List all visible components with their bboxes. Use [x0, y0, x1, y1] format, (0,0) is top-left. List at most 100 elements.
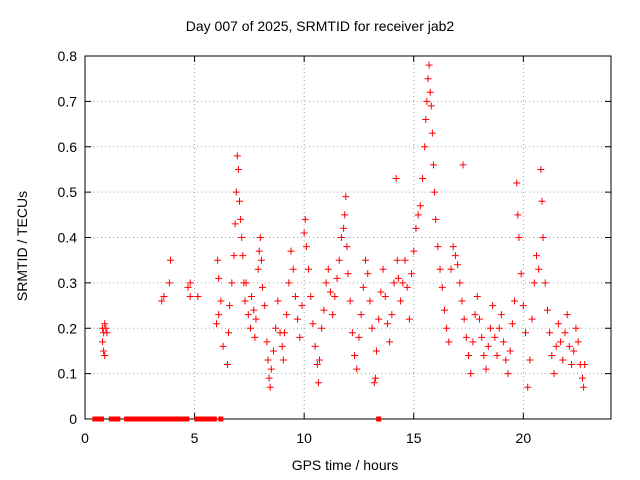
data-point: [301, 215, 309, 223]
data-point: [331, 292, 339, 300]
data-point: [393, 256, 401, 264]
data-point: [428, 129, 436, 137]
y-tick-label: 0.6: [58, 139, 78, 155]
data-point: [263, 338, 271, 346]
data-point: [447, 265, 455, 273]
data-point: [186, 292, 194, 300]
data-point: [280, 329, 288, 337]
data-point: [289, 265, 297, 273]
data-point: [579, 374, 587, 382]
data-point: [355, 333, 363, 341]
data-point: [526, 356, 534, 364]
data-point: [244, 311, 252, 319]
zero-marker: [167, 416, 173, 422]
data-point: [307, 292, 315, 300]
data-point: [348, 329, 356, 337]
data-point: [236, 197, 244, 205]
data-point: [502, 356, 510, 364]
data-point: [456, 279, 464, 287]
data-point: [581, 361, 589, 369]
data-point: [320, 306, 328, 314]
data-point: [305, 265, 313, 273]
data-point: [217, 297, 225, 305]
data-point: [379, 265, 387, 273]
data-point: [451, 252, 459, 260]
data-point: [394, 274, 402, 282]
zero-marker: [95, 416, 101, 422]
data-point: [213, 320, 220, 328]
data-point: [242, 279, 250, 287]
data-point: [232, 188, 240, 196]
data-point: [425, 61, 433, 69]
data-point: [215, 274, 223, 282]
data-point: [272, 324, 280, 332]
data-point: [322, 279, 330, 287]
data-point: [482, 365, 490, 373]
data-point: [557, 338, 565, 346]
zero-marker: [134, 416, 140, 422]
data-point: [399, 279, 407, 287]
data-point: [259, 283, 267, 291]
data-point: [514, 211, 522, 219]
data-point: [100, 347, 108, 355]
zero-marker: [218, 416, 224, 422]
data-point: [519, 302, 527, 310]
data-point: [346, 297, 354, 305]
data-points: [92, 61, 589, 422]
data-point: [392, 175, 400, 183]
data-point: [375, 315, 383, 323]
zero-marker: [158, 416, 164, 422]
zero-marker: [141, 416, 147, 422]
data-point: [225, 329, 233, 337]
data-point: [285, 279, 293, 287]
zero-marker: [211, 416, 217, 422]
data-point: [279, 356, 287, 364]
x-tick-label: 20: [516, 430, 532, 446]
data-point: [372, 347, 380, 355]
data-point: [476, 315, 483, 323]
data-point: [491, 333, 499, 341]
data-point: [434, 243, 442, 251]
data-point: [459, 161, 467, 169]
data-point: [565, 342, 573, 350]
data-point: [158, 297, 166, 305]
zero-marker: [197, 416, 203, 422]
data-point: [300, 229, 308, 237]
data-point: [261, 302, 269, 310]
data-point: [357, 311, 365, 319]
data-point: [546, 329, 554, 337]
data-point: [341, 211, 349, 219]
data-point: [414, 211, 422, 219]
data-point: [383, 320, 391, 328]
data-point: [342, 193, 350, 201]
x-tick-label: 5: [191, 430, 199, 446]
data-point: [535, 265, 543, 273]
data-point: [552, 342, 560, 350]
y-tick-label: 0.3: [58, 275, 78, 291]
data-point: [486, 324, 494, 332]
data-point: [517, 270, 525, 278]
data-point: [103, 329, 111, 337]
zero-marker: [154, 416, 160, 422]
data-point: [500, 338, 508, 346]
data-point: [257, 256, 265, 264]
data-point: [432, 215, 440, 223]
data-point: [335, 256, 343, 264]
data-point: [554, 320, 562, 328]
data-point: [166, 256, 174, 264]
data-point: [230, 252, 238, 260]
data-point: [458, 297, 466, 305]
data-point: [248, 292, 256, 300]
data-point: [469, 338, 477, 346]
grid: [85, 56, 611, 419]
data-point: [186, 279, 194, 287]
data-point: [314, 379, 322, 387]
zero-marker: [174, 416, 180, 422]
data-point: [449, 243, 457, 251]
data-point: [419, 175, 427, 183]
data-point: [359, 283, 367, 291]
data-point: [580, 383, 588, 391]
data-point: [267, 365, 275, 373]
data-point: [294, 315, 302, 323]
data-point: [515, 234, 523, 241]
